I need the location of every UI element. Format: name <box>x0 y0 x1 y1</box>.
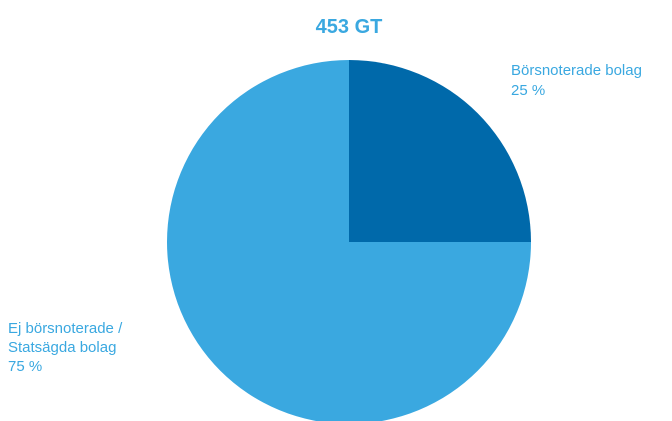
slice-label-borsnoterade: Börsnoterade bolag 25 % <box>511 62 646 99</box>
pie-slice-1 <box>167 60 531 421</box>
chart-title: 453 GT <box>316 16 383 38</box>
slice-label-ej-borsnoterade: Ej börsnoterade / Statsägda bolag 75 % <box>8 320 126 375</box>
pie-slices <box>167 60 531 421</box>
pie-slice-0 <box>349 60 531 242</box>
